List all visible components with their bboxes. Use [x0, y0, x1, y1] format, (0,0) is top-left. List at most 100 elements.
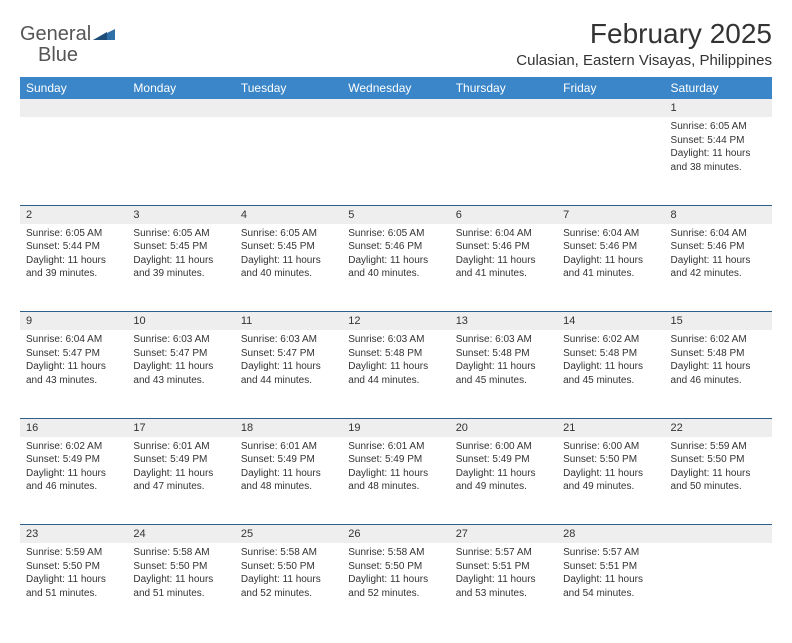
daylight-text: Daylight: 11 hours and 38 minutes.: [671, 147, 766, 174]
day-details: Sunrise: 6:01 AMSunset: 5:49 PMDaylight:…: [127, 437, 234, 498]
sunset-text: Sunset: 5:44 PM: [671, 134, 766, 148]
brand-logo: General Blue: [20, 24, 115, 66]
day-cell: Sunrise: 5:59 AMSunset: 5:50 PMDaylight:…: [665, 437, 772, 525]
day-details: Sunrise: 5:58 AMSunset: 5:50 PMDaylight:…: [342, 543, 449, 604]
day-details: Sunrise: 6:02 AMSunset: 5:49 PMDaylight:…: [20, 437, 127, 498]
day-number-cell: 26: [342, 525, 449, 543]
day-number-cell: 12: [342, 312, 449, 330]
day-number-cell: 7: [557, 206, 664, 224]
weekday-header: Tuesday: [235, 77, 342, 99]
day-cell: Sunrise: 5:58 AMSunset: 5:50 PMDaylight:…: [342, 543, 449, 631]
sunset-text: Sunset: 5:46 PM: [563, 240, 658, 254]
day-cell: Sunrise: 6:03 AMSunset: 5:47 PMDaylight:…: [235, 330, 342, 418]
day-number-cell: 5: [342, 206, 449, 224]
day-details: Sunrise: 6:03 AMSunset: 5:47 PMDaylight:…: [127, 330, 234, 391]
daylight-text: Daylight: 11 hours and 40 minutes.: [241, 254, 336, 281]
daylight-text: Daylight: 11 hours and 43 minutes.: [26, 360, 121, 387]
day-number-cell: 22: [665, 419, 772, 437]
sunrise-text: Sunrise: 6:05 AM: [133, 227, 228, 241]
sunset-text: Sunset: 5:46 PM: [671, 240, 766, 254]
day-number-cell: 1: [665, 99, 772, 117]
daylight-text: Daylight: 11 hours and 44 minutes.: [241, 360, 336, 387]
day-number-cell: 6: [450, 206, 557, 224]
day-details: Sunrise: 6:05 AMSunset: 5:45 PMDaylight:…: [127, 224, 234, 285]
day-cell: Sunrise: 6:01 AMSunset: 5:49 PMDaylight:…: [127, 437, 234, 525]
day-number-cell: 19: [342, 419, 449, 437]
day-number-cell: 20: [450, 419, 557, 437]
day-cell: Sunrise: 6:05 AMSunset: 5:44 PMDaylight:…: [20, 224, 127, 312]
day-number-row: 16171819202122: [20, 419, 772, 437]
day-number-cell: [127, 99, 234, 117]
day-number-cell: 10: [127, 312, 234, 330]
daylight-text: Daylight: 11 hours and 46 minutes.: [26, 467, 121, 494]
day-number-row: 232425262728: [20, 525, 772, 543]
sunrise-text: Sunrise: 6:02 AM: [563, 333, 658, 347]
sunrise-text: Sunrise: 6:04 AM: [26, 333, 121, 347]
daylight-text: Daylight: 11 hours and 45 minutes.: [456, 360, 551, 387]
sunset-text: Sunset: 5:51 PM: [456, 560, 551, 574]
day-cell: [127, 117, 234, 205]
day-number-cell: 21: [557, 419, 664, 437]
day-details: Sunrise: 6:05 AMSunset: 5:44 PMDaylight:…: [20, 224, 127, 285]
day-cell: Sunrise: 5:58 AMSunset: 5:50 PMDaylight:…: [127, 543, 234, 631]
day-details: Sunrise: 6:01 AMSunset: 5:49 PMDaylight:…: [342, 437, 449, 498]
weekday-header-row: Sunday Monday Tuesday Wednesday Thursday…: [20, 77, 772, 99]
day-number-cell: [450, 99, 557, 117]
day-cell: Sunrise: 6:03 AMSunset: 5:48 PMDaylight:…: [342, 330, 449, 418]
day-details: Sunrise: 5:57 AMSunset: 5:51 PMDaylight:…: [450, 543, 557, 604]
day-cell: Sunrise: 6:00 AMSunset: 5:49 PMDaylight:…: [450, 437, 557, 525]
weekday-header: Monday: [127, 77, 234, 99]
day-content-row: Sunrise: 6:04 AMSunset: 5:47 PMDaylight:…: [20, 330, 772, 418]
day-details: Sunrise: 6:05 AMSunset: 5:44 PMDaylight:…: [665, 117, 772, 178]
sunset-text: Sunset: 5:47 PM: [133, 347, 228, 361]
title-block: February 2025 Culasian, Eastern Visayas,…: [516, 18, 772, 69]
sunset-text: Sunset: 5:48 PM: [671, 347, 766, 361]
daylight-text: Daylight: 11 hours and 48 minutes.: [348, 467, 443, 494]
calendar-body: 1Sunrise: 6:05 AMSunset: 5:44 PMDaylight…: [20, 99, 772, 631]
day-cell: Sunrise: 6:03 AMSunset: 5:47 PMDaylight:…: [127, 330, 234, 418]
sunset-text: Sunset: 5:48 PM: [563, 347, 658, 361]
daylight-text: Daylight: 11 hours and 48 minutes.: [241, 467, 336, 494]
sunset-text: Sunset: 5:47 PM: [241, 347, 336, 361]
sunrise-text: Sunrise: 6:05 AM: [26, 227, 121, 241]
day-details: Sunrise: 6:00 AMSunset: 5:49 PMDaylight:…: [450, 437, 557, 498]
day-cell: Sunrise: 6:02 AMSunset: 5:49 PMDaylight:…: [20, 437, 127, 525]
day-number-cell: [235, 99, 342, 117]
weekday-header: Friday: [557, 77, 664, 99]
sunrise-text: Sunrise: 6:02 AM: [26, 440, 121, 454]
day-cell: Sunrise: 6:04 AMSunset: 5:46 PMDaylight:…: [665, 224, 772, 312]
day-cell: [20, 117, 127, 205]
sunrise-text: Sunrise: 6:05 AM: [241, 227, 336, 241]
day-number-cell: [557, 99, 664, 117]
day-details: Sunrise: 5:59 AMSunset: 5:50 PMDaylight:…: [20, 543, 127, 604]
day-number-cell: 27: [450, 525, 557, 543]
sunset-text: Sunset: 5:47 PM: [26, 347, 121, 361]
day-cell: [342, 117, 449, 205]
page-header: General Blue February 2025 Culasian, Eas…: [20, 18, 772, 69]
day-number-cell: 15: [665, 312, 772, 330]
sunrise-text: Sunrise: 6:00 AM: [456, 440, 551, 454]
day-cell: Sunrise: 6:01 AMSunset: 5:49 PMDaylight:…: [235, 437, 342, 525]
sunrise-text: Sunrise: 6:02 AM: [671, 333, 766, 347]
daylight-text: Daylight: 11 hours and 41 minutes.: [563, 254, 658, 281]
day-cell: [450, 117, 557, 205]
day-cell: Sunrise: 6:01 AMSunset: 5:49 PMDaylight:…: [342, 437, 449, 525]
daylight-text: Daylight: 11 hours and 46 minutes.: [671, 360, 766, 387]
sunrise-text: Sunrise: 6:00 AM: [563, 440, 658, 454]
sunset-text: Sunset: 5:50 PM: [348, 560, 443, 574]
sunrise-text: Sunrise: 6:04 AM: [456, 227, 551, 241]
day-cell: [557, 117, 664, 205]
daylight-text: Daylight: 11 hours and 44 minutes.: [348, 360, 443, 387]
sunset-text: Sunset: 5:50 PM: [26, 560, 121, 574]
day-number-row: 1: [20, 99, 772, 117]
day-content-row: Sunrise: 6:05 AMSunset: 5:44 PMDaylight:…: [20, 224, 772, 312]
day-number-cell: 9: [20, 312, 127, 330]
sunrise-text: Sunrise: 5:58 AM: [348, 546, 443, 560]
day-details: Sunrise: 6:01 AMSunset: 5:49 PMDaylight:…: [235, 437, 342, 498]
day-details: Sunrise: 6:04 AMSunset: 5:47 PMDaylight:…: [20, 330, 127, 391]
day-details: Sunrise: 6:00 AMSunset: 5:50 PMDaylight:…: [557, 437, 664, 498]
sunrise-text: Sunrise: 6:01 AM: [241, 440, 336, 454]
calendar-table: Sunday Monday Tuesday Wednesday Thursday…: [20, 77, 772, 631]
month-title: February 2025: [516, 18, 772, 50]
day-cell: Sunrise: 6:03 AMSunset: 5:48 PMDaylight:…: [450, 330, 557, 418]
